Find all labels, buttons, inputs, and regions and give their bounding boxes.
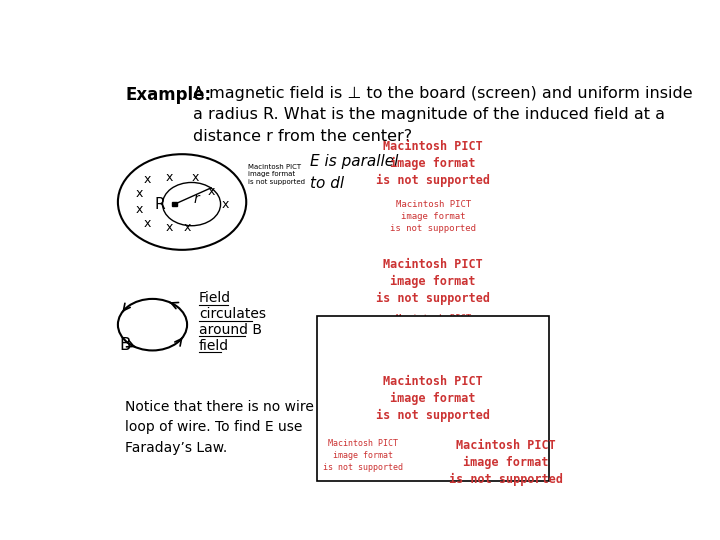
Text: B: B (120, 336, 131, 354)
Text: Macintosh PICT
image format
is not supported: Macintosh PICT image format is not suppo… (449, 439, 563, 487)
Text: r: r (193, 192, 199, 206)
Text: Macintosh PICT
image format
is not supported: Macintosh PICT image format is not suppo… (376, 258, 490, 306)
Text: x: x (166, 171, 174, 184)
Text: A magnetic field is ⊥ to the board (screen) and uniform inside
a radius R. What : A magnetic field is ⊥ to the board (scre… (193, 85, 693, 144)
FancyBboxPatch shape (172, 202, 177, 206)
Text: Example:: Example: (125, 85, 211, 104)
Text: around B: around B (199, 323, 262, 337)
Text: x: x (208, 185, 215, 198)
Text: x: x (135, 187, 143, 200)
Text: R: R (155, 197, 166, 212)
Text: Macintosh PICT
image format
is not supported: Macintosh PICT image format is not suppo… (376, 140, 490, 187)
Text: x: x (184, 221, 192, 234)
Text: E is parallel
to dl: E is parallel to dl (310, 154, 399, 191)
Text: Macintosh PICT
image format
is not supported: Macintosh PICT image format is not suppo… (323, 439, 403, 471)
Text: Macintosh PICT
image format
is not supported: Macintosh PICT image format is not suppo… (390, 200, 476, 233)
Text: circulates: circulates (199, 307, 266, 321)
Text: Notice that there is no wire or
loop of wire. To find E use
Faraday’s Law.: Notice that there is no wire or loop of … (125, 400, 333, 455)
Text: Macintosh PICT
image format
is not supported: Macintosh PICT image format is not suppo… (376, 375, 490, 422)
Text: x: x (144, 217, 151, 230)
Text: x: x (135, 202, 143, 215)
Text: x: x (192, 171, 199, 184)
Text: x: x (166, 221, 174, 234)
Text: field: field (199, 339, 229, 353)
Text: Macintosh PICT
image format
is not supported: Macintosh PICT image format is not suppo… (390, 314, 476, 347)
Text: Field: Field (199, 292, 231, 306)
Text: Macintosh PICT
image format
is not supported: Macintosh PICT image format is not suppo… (248, 164, 305, 185)
Text: x: x (144, 173, 151, 186)
Text: x: x (221, 198, 229, 211)
